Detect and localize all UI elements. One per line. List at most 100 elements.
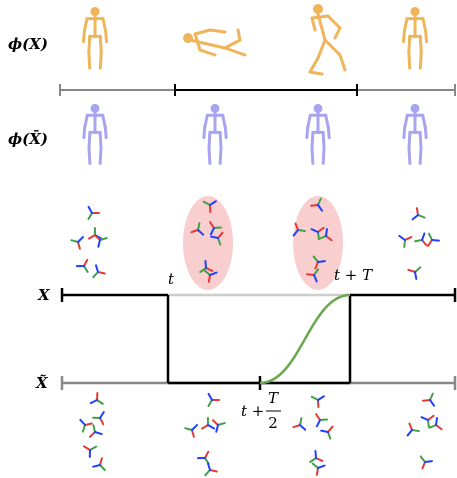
axis	[318, 261, 325, 262]
bone	[209, 132, 210, 147]
axis	[78, 242, 80, 249]
axis	[208, 463, 210, 470]
axis	[185, 428, 192, 430]
axis	[208, 425, 214, 428]
skeleton	[185, 30, 246, 55]
bone	[103, 115, 106, 127]
axis-triad	[91, 393, 103, 404]
bone	[404, 127, 405, 137]
axis	[328, 432, 330, 439]
bone	[220, 132, 221, 147]
axis	[78, 237, 83, 242]
axis	[88, 213, 92, 219]
axis	[328, 427, 333, 432]
bone	[310, 58, 318, 72]
axis	[436, 418, 437, 425]
axis	[205, 452, 208, 458]
axis	[84, 260, 87, 266]
bone	[307, 127, 308, 137]
axis	[418, 215, 425, 218]
bone	[405, 115, 408, 127]
axis-triad	[310, 451, 322, 462]
axis	[422, 240, 427, 245]
axis-triad	[90, 425, 102, 437]
axis	[423, 400, 430, 401]
axis-triad	[213, 420, 225, 432]
axis	[428, 240, 432, 246]
bone	[326, 115, 329, 127]
axis	[93, 425, 95, 432]
axis	[192, 425, 197, 430]
axis-triad	[312, 396, 324, 407]
bone	[409, 52, 410, 68]
skeleton	[310, 6, 345, 75]
axis-triad	[89, 228, 101, 239]
bone	[340, 55, 345, 70]
label: t	[168, 270, 175, 288]
axis	[213, 420, 218, 425]
axis-triad	[95, 235, 107, 247]
axis	[316, 414, 320, 420]
axis-triad	[408, 423, 419, 435]
axis-triad	[415, 233, 426, 245]
skeleton	[307, 105, 329, 163]
axis	[100, 458, 102, 465]
axis-triad	[430, 418, 442, 429]
axis-triad	[93, 265, 105, 277]
axis	[436, 425, 442, 429]
label: ϕ(X̄)	[8, 129, 48, 148]
axis	[428, 416, 434, 420]
label: ϕ(X)	[8, 35, 48, 53]
axis	[408, 270, 415, 272]
axis-triad	[316, 414, 327, 426]
axis	[100, 418, 103, 424]
skeleton	[403, 8, 426, 68]
axis-triad	[185, 425, 197, 437]
bone	[404, 19, 407, 31]
axis	[202, 425, 208, 429]
axis-triad	[208, 394, 219, 406]
bone	[323, 132, 324, 147]
axis	[432, 240, 439, 241]
bone	[210, 30, 225, 32]
bone	[403, 31, 404, 42]
bone	[205, 115, 208, 127]
axis	[399, 236, 405, 240]
bone	[420, 132, 421, 147]
axis	[318, 396, 324, 400]
bone	[89, 148, 90, 163]
axis	[313, 464, 318, 468]
bone	[100, 36, 101, 52]
axis	[198, 223, 199, 230]
axis	[208, 400, 212, 406]
bone	[423, 115, 426, 127]
axis-triad	[313, 464, 325, 475]
bone	[89, 132, 90, 147]
axis	[404, 240, 405, 247]
axis	[316, 458, 322, 461]
axis	[84, 266, 88, 272]
bone	[323, 148, 324, 163]
label: T	[268, 389, 279, 407]
axis	[89, 207, 92, 213]
bone	[425, 127, 426, 137]
axis	[315, 451, 316, 458]
bone	[225, 48, 245, 55]
axis	[421, 456, 425, 462]
axis	[430, 425, 436, 428]
axis	[205, 470, 210, 475]
axis	[91, 400, 97, 403]
axis	[409, 423, 412, 430]
axis	[318, 466, 325, 468]
bone	[312, 148, 313, 163]
bone	[204, 127, 205, 137]
axis-triad	[408, 267, 420, 278]
axis-triad	[71, 237, 83, 249]
axis	[83, 425, 85, 432]
axis-triad	[321, 427, 332, 439]
axis	[413, 215, 418, 219]
bone	[200, 50, 215, 55]
bone	[225, 127, 226, 137]
bone	[225, 40, 240, 48]
axis	[428, 420, 429, 427]
